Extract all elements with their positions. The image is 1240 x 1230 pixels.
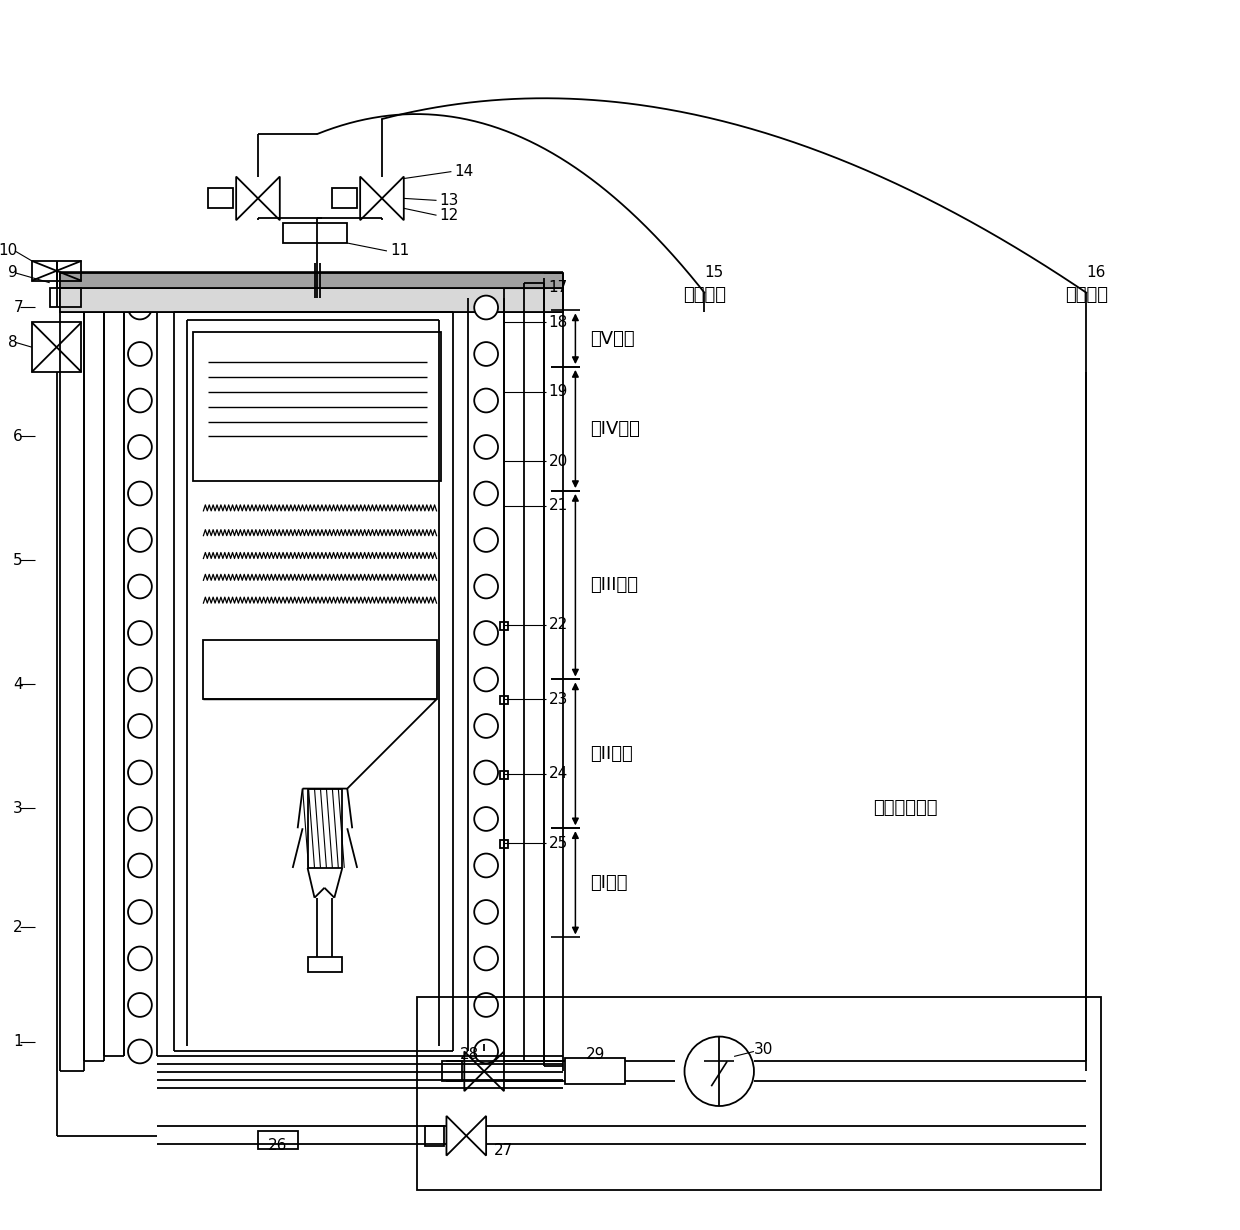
- Circle shape: [474, 482, 498, 506]
- Circle shape: [474, 760, 498, 785]
- Circle shape: [128, 342, 151, 365]
- Text: 第III温区: 第III温区: [590, 576, 639, 594]
- Circle shape: [474, 295, 498, 320]
- Bar: [60, 273, 563, 288]
- Circle shape: [474, 435, 498, 459]
- Circle shape: [128, 668, 151, 691]
- Circle shape: [128, 807, 151, 831]
- Text: 12: 12: [439, 208, 459, 223]
- Circle shape: [128, 900, 151, 924]
- Circle shape: [128, 715, 151, 738]
- Text: 2: 2: [14, 920, 22, 935]
- Bar: [500, 696, 508, 705]
- Circle shape: [128, 482, 151, 506]
- Bar: [193, 332, 441, 481]
- Circle shape: [128, 993, 151, 1017]
- Text: 尾气回收管道: 尾气回收管道: [873, 800, 937, 818]
- Circle shape: [684, 1037, 754, 1106]
- Circle shape: [474, 715, 498, 738]
- Text: 28: 28: [460, 1047, 479, 1061]
- Bar: [50, 288, 82, 308]
- Circle shape: [128, 295, 151, 320]
- Text: 20: 20: [548, 454, 568, 469]
- Text: 11: 11: [389, 244, 409, 258]
- Text: 4: 4: [14, 676, 22, 692]
- Bar: [424, 1125, 444, 1145]
- Circle shape: [128, 435, 151, 459]
- Bar: [443, 1061, 463, 1081]
- Text: 22: 22: [548, 617, 568, 632]
- Circle shape: [474, 900, 498, 924]
- Bar: [60, 288, 563, 312]
- Circle shape: [474, 574, 498, 598]
- Circle shape: [474, 389, 498, 412]
- Bar: [32, 322, 82, 371]
- Circle shape: [128, 621, 151, 645]
- Text: 19: 19: [548, 384, 568, 400]
- Bar: [500, 840, 508, 849]
- Text: 17: 17: [548, 280, 568, 295]
- Text: 第II温区: 第II温区: [590, 745, 634, 763]
- Text: 3: 3: [14, 801, 22, 815]
- Circle shape: [474, 621, 498, 645]
- Circle shape: [474, 993, 498, 1017]
- Bar: [332, 188, 357, 208]
- Circle shape: [474, 668, 498, 691]
- Bar: [308, 788, 342, 868]
- Bar: [203, 640, 436, 700]
- Bar: [208, 188, 233, 208]
- Circle shape: [128, 854, 151, 877]
- Text: 14: 14: [454, 164, 474, 180]
- Text: 5: 5: [14, 554, 22, 568]
- Text: 第I温区: 第I温区: [590, 873, 627, 892]
- Circle shape: [128, 528, 151, 552]
- Text: 1: 1: [14, 1034, 22, 1049]
- Text: 30: 30: [754, 1042, 774, 1057]
- Circle shape: [128, 947, 151, 970]
- Circle shape: [128, 574, 151, 598]
- Circle shape: [474, 854, 498, 877]
- Text: 25: 25: [548, 835, 568, 851]
- Bar: [500, 622, 508, 630]
- Circle shape: [474, 947, 498, 970]
- Circle shape: [128, 1039, 151, 1064]
- Text: 18: 18: [548, 315, 568, 330]
- Text: 10: 10: [0, 244, 17, 258]
- Text: 16: 16: [1086, 266, 1106, 280]
- Text: 21: 21: [548, 498, 568, 513]
- Text: 6: 6: [14, 429, 22, 444]
- Text: 27: 27: [494, 1143, 513, 1159]
- Text: 29: 29: [585, 1047, 605, 1061]
- Bar: [32, 261, 82, 280]
- Text: 第V温区: 第V温区: [590, 330, 635, 348]
- Bar: [417, 996, 1101, 1191]
- Bar: [258, 1130, 298, 1149]
- Bar: [500, 771, 508, 779]
- Text: 9: 9: [9, 266, 17, 280]
- Text: 7: 7: [14, 300, 22, 315]
- Circle shape: [128, 760, 151, 785]
- Circle shape: [474, 807, 498, 831]
- Text: 8: 8: [9, 335, 17, 349]
- Circle shape: [474, 528, 498, 552]
- Text: 特气管道: 特气管道: [683, 285, 725, 304]
- Text: 第IV温区: 第IV温区: [590, 419, 640, 438]
- Text: 23: 23: [548, 691, 568, 707]
- Circle shape: [128, 389, 151, 412]
- Bar: [308, 957, 342, 972]
- Text: 24: 24: [548, 766, 568, 781]
- Bar: [283, 223, 347, 244]
- Text: 氯气管道: 氯气管道: [1065, 285, 1107, 304]
- Circle shape: [474, 342, 498, 365]
- Circle shape: [474, 1039, 498, 1064]
- Text: 15: 15: [704, 266, 724, 280]
- Text: 26: 26: [268, 1138, 288, 1154]
- Text: 13: 13: [439, 193, 459, 208]
- Bar: [565, 1058, 625, 1084]
